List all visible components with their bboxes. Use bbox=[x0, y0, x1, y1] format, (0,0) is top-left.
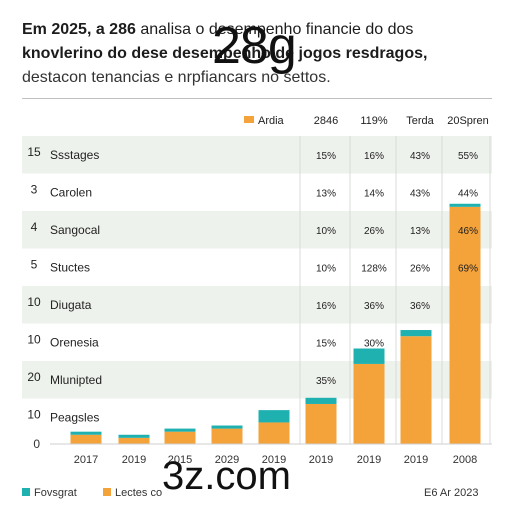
table-row-band bbox=[22, 286, 492, 324]
row-number: 15 bbox=[27, 145, 41, 159]
bar-orange bbox=[211, 428, 243, 444]
x-tick-label: 2019 bbox=[357, 454, 381, 466]
bar-orange bbox=[305, 403, 337, 444]
bar-teal bbox=[211, 425, 243, 429]
table-cell: 55% bbox=[458, 151, 478, 162]
row-number: 5 bbox=[31, 257, 38, 271]
subtitle: destacon tenancias e nrpfiancars no sett… bbox=[22, 69, 331, 86]
headline-line-1-bold: Em 2025, a 286 bbox=[22, 21, 136, 38]
bar-orange bbox=[400, 336, 432, 444]
row-label: Stuctes bbox=[50, 260, 90, 274]
overlay-text: 28g bbox=[212, 17, 297, 75]
table-cell: 26% bbox=[364, 226, 384, 237]
header-divider bbox=[22, 98, 492, 99]
row-number: 3 bbox=[31, 182, 38, 196]
legend-item-teal: Fovsgrat bbox=[22, 487, 77, 499]
table-cell: 16% bbox=[316, 301, 336, 312]
row-label: Peagsles bbox=[50, 410, 99, 424]
x-tick-label: 2019 bbox=[309, 454, 333, 466]
table-row-band bbox=[22, 211, 492, 249]
table-cell: 44% bbox=[458, 188, 478, 199]
legend-swatch-top bbox=[244, 116, 254, 123]
bar-teal bbox=[305, 397, 337, 404]
table-cell: 10% bbox=[316, 226, 336, 237]
table-cell: 14% bbox=[364, 188, 384, 199]
table-cell: 16% bbox=[364, 151, 384, 162]
bar-orange bbox=[164, 431, 196, 444]
bar-teal bbox=[353, 348, 385, 364]
table-cell: 36% bbox=[364, 301, 384, 312]
bar-orange bbox=[70, 434, 102, 444]
x-tick-label: 2015 bbox=[168, 454, 192, 466]
legend-swatch-orange bbox=[103, 488, 111, 496]
row-label: Ssstages bbox=[50, 148, 99, 162]
table-cell: 15% bbox=[316, 151, 336, 162]
table-cell: 128% bbox=[361, 263, 387, 274]
headline-line-2-bold: knovlerino do dese desempenho de jogos r… bbox=[22, 45, 428, 62]
headline-line-1: Em 2025, a 286 analisa o desempenho fina… bbox=[22, 18, 492, 42]
x-tick-label: 2029 bbox=[215, 454, 239, 466]
brand-watermark: 3z.com bbox=[162, 454, 291, 498]
x-tick-label: 2008 bbox=[453, 454, 477, 466]
bar-teal bbox=[449, 203, 481, 207]
row-number: 10 bbox=[27, 295, 41, 309]
row-number: 20 bbox=[27, 370, 41, 384]
row-label: Mlunipted bbox=[50, 373, 102, 387]
table-cell: 10% bbox=[316, 263, 336, 274]
row-number: 10 bbox=[27, 407, 41, 421]
bar-orange bbox=[449, 206, 481, 444]
source-note: E6 Ar 2023 bbox=[424, 487, 479, 499]
headline-line-2: knovlerino do dese desempenho de jogos r… bbox=[22, 42, 492, 66]
bar-teal bbox=[258, 410, 290, 423]
table-header: Terda bbox=[406, 115, 434, 127]
headline-line-1-rest: analisa o desempenho financie do dos bbox=[140, 21, 414, 38]
row-label: Orenesia bbox=[50, 335, 99, 349]
row-label: Carolen bbox=[50, 185, 92, 199]
headline: Em 2025, a 286 analisa o desempenho fina… bbox=[22, 18, 492, 90]
table-cell: 43% bbox=[410, 151, 430, 162]
table-cell: 43% bbox=[410, 188, 430, 199]
table-cell: 26% bbox=[410, 263, 430, 274]
row-number: 10 bbox=[27, 332, 41, 346]
table-cell: 30% bbox=[364, 338, 384, 349]
table-cell: 69% bbox=[458, 263, 478, 274]
bar-teal bbox=[400, 330, 432, 337]
table-cell: 36% bbox=[410, 301, 430, 312]
bar-orange bbox=[118, 437, 150, 444]
table-header: 2846 bbox=[314, 115, 338, 127]
table-header: 20Spren bbox=[447, 115, 489, 127]
bar-teal bbox=[118, 434, 150, 438]
x-tick-label: 2019 bbox=[122, 454, 146, 466]
x-tick-label: 2017 bbox=[74, 454, 98, 466]
table-row-band bbox=[22, 136, 492, 174]
legend-item-orange: Lectes co bbox=[103, 487, 162, 499]
row-number: 4 bbox=[31, 220, 38, 234]
legend-label-orange-rest: co bbox=[150, 487, 163, 499]
x-tick-label: 2019 bbox=[262, 454, 286, 466]
bar-orange bbox=[258, 422, 290, 444]
table-cell: 46% bbox=[458, 226, 478, 237]
bar-teal bbox=[70, 431, 102, 435]
legend-swatch-teal bbox=[22, 488, 30, 496]
row-label: Diugata bbox=[50, 298, 92, 312]
table-cell: 13% bbox=[316, 188, 336, 199]
y-tick-label: 0 bbox=[33, 437, 40, 451]
table-header: Ardia bbox=[258, 115, 285, 127]
legend-label-teal: Fovsgrat bbox=[34, 487, 77, 499]
table-cell: 15% bbox=[316, 338, 336, 349]
table-header: 119% bbox=[360, 115, 388, 127]
bar-orange bbox=[353, 363, 385, 444]
row-label: Sangocal bbox=[50, 223, 100, 237]
bar-teal bbox=[164, 428, 196, 432]
table-cell: 13% bbox=[410, 226, 430, 237]
footer: Fovsgrat Lectes co E6 Ar 2023 bbox=[0, 480, 512, 512]
table-cell: 35% bbox=[316, 376, 336, 387]
x-tick-label: 2019 bbox=[404, 454, 428, 466]
legend-label-orange: Lectes bbox=[115, 487, 148, 499]
